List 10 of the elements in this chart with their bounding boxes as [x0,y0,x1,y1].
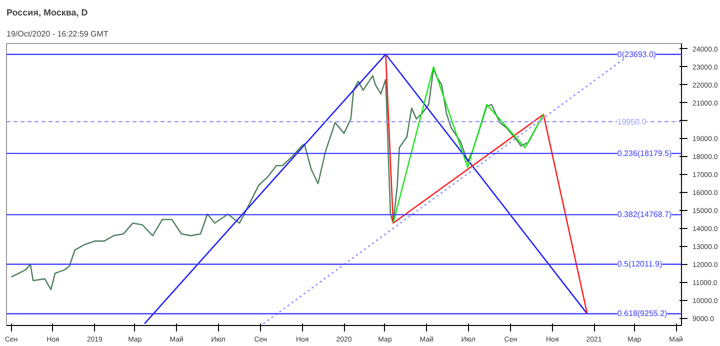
ref-line-label: 0(23693.0) [617,50,656,59]
line-series [392,66,544,224]
ref-line-label: 0.382(14768.7) [617,210,672,220]
ref-line-label: 0.236(18179.5) [617,148,672,158]
ref-line-label: 0.5(12011.9) [617,260,662,269]
text: 19/Oct/2020 - 16:22:59 GMT [6,30,108,38]
ref-line-label: 0.618(9255.2) [617,309,668,318]
line-series [385,54,588,314]
chart-title: Россия, Москва, D [6,8,88,18]
ref-line-label: 19950.0 [617,118,647,127]
